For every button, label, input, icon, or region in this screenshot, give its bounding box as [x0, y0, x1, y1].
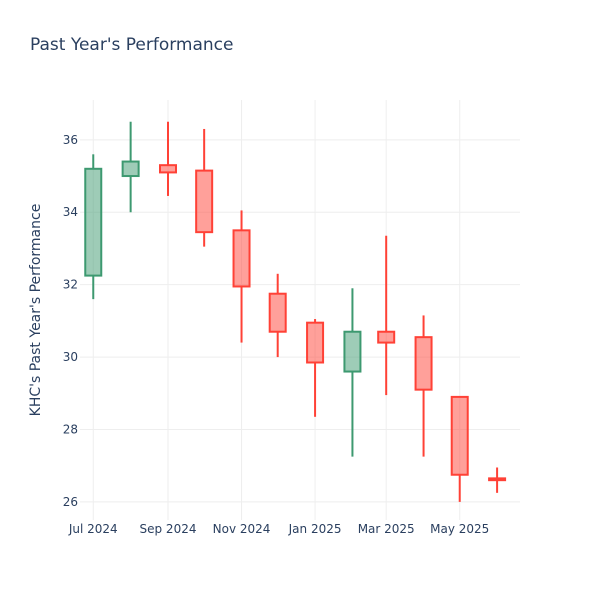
- candle-body: [159, 164, 177, 174]
- candle-body: [343, 330, 362, 373]
- y-tick-label: 26: [63, 495, 78, 509]
- candle-layer: [84, 121, 507, 502]
- candle-body: [488, 477, 507, 482]
- x-tick-label: May 2025: [430, 522, 489, 536]
- x-tick-label: Jan 2025: [288, 522, 342, 536]
- y-tick-label: 34: [63, 205, 78, 219]
- tick-layer: 26 28 30 32 34 36 Jul 2024 Sep 2024 Nov 2024 Jan …: [63, 133, 490, 536]
- candle-body: [232, 229, 251, 288]
- candle-increasing: [343, 288, 362, 457]
- x-tick-label: Mar 2025: [358, 522, 415, 536]
- y-tick-label: 28: [63, 422, 78, 436]
- x-tick-label: Sep 2024: [140, 522, 197, 536]
- candle-increasing: [84, 154, 103, 300]
- candle-decreasing: [306, 319, 325, 417]
- candle-decreasing: [268, 273, 287, 358]
- candle-decreasing: [195, 128, 214, 247]
- y-tick-label: 32: [63, 278, 78, 292]
- y-axis-label: KHC's Past Year's Performance: [28, 204, 44, 417]
- candle-decreasing: [377, 235, 396, 396]
- candle-decreasing: [159, 121, 177, 196]
- candle-body: [414, 336, 433, 391]
- y-tick-label: 30: [63, 350, 78, 364]
- candle-decreasing: [488, 467, 507, 493]
- candle-body: [377, 330, 396, 344]
- x-tick-label: Jul 2024: [68, 522, 118, 536]
- candle-decreasing: [232, 210, 251, 343]
- candle-body: [450, 395, 469, 476]
- candle-body: [306, 321, 325, 364]
- candle-body: [268, 292, 287, 333]
- candle-body: [84, 167, 103, 277]
- candle-decreasing: [414, 315, 433, 457]
- candle-decreasing: [450, 395, 469, 502]
- y-tick-label: 36: [63, 133, 78, 147]
- candle-body: [195, 169, 214, 234]
- x-tick-label: Nov 2024: [213, 522, 271, 536]
- chart-title: Past Year's Performance: [30, 35, 234, 55]
- candle-increasing: [121, 121, 140, 213]
- candle-body: [121, 160, 140, 178]
